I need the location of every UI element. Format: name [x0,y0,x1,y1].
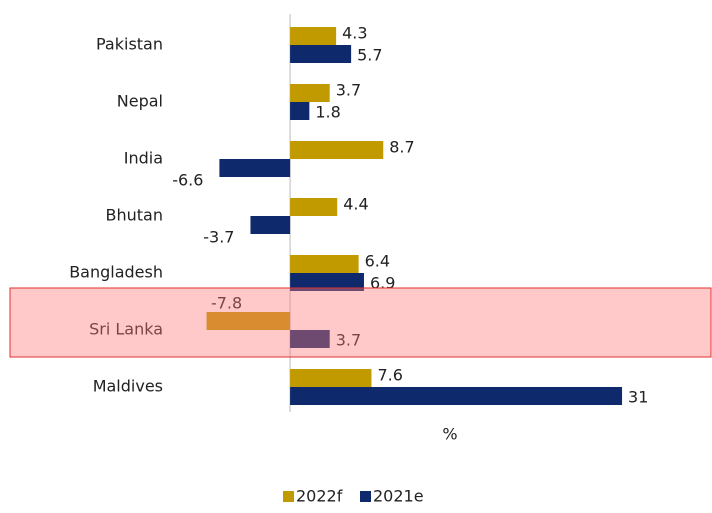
x-axis-label: % [442,425,457,444]
y-tick-label: Bhutan [106,206,163,225]
y-tick-label: Nepal [117,92,163,111]
bar [290,27,337,45]
bar [219,159,291,177]
legend-label: 2022f [296,487,343,506]
value-label: 31 [628,388,648,407]
bar [290,141,384,159]
value-label: 5.7 [357,46,382,65]
bar [290,84,330,102]
bar [290,255,359,273]
value-label: 7.6 [377,366,402,385]
y-tick-label: Sri Lanka [89,320,163,339]
bar [250,216,291,234]
value-label: -3.7 [203,228,234,247]
value-label: 8.7 [389,138,414,157]
value-label: 4.3 [342,24,367,43]
bar [290,369,372,387]
bar [290,198,338,216]
value-label: -7.8 [211,294,242,313]
legend-swatch [283,491,294,502]
bar [290,45,352,63]
value-label: 3.7 [336,81,361,100]
value-label: 4.4 [343,195,368,214]
bar [290,273,364,291]
bar [290,102,310,120]
value-label: 1.8 [315,103,340,122]
value-label: 3.7 [336,331,361,350]
y-tick-label: Pakistan [96,35,163,54]
legend-swatch [360,491,371,502]
bar [206,312,291,330]
bar [290,387,623,405]
bar [290,330,330,348]
value-label: 6.4 [365,252,390,271]
value-label: -6.6 [172,171,203,190]
y-tick-label: India [124,149,163,168]
y-tick-label: Maldives [93,377,163,396]
legend-label: 2021e [373,487,424,506]
highlight [9,287,712,358]
y-tick-label: Bangladesh [69,263,163,282]
